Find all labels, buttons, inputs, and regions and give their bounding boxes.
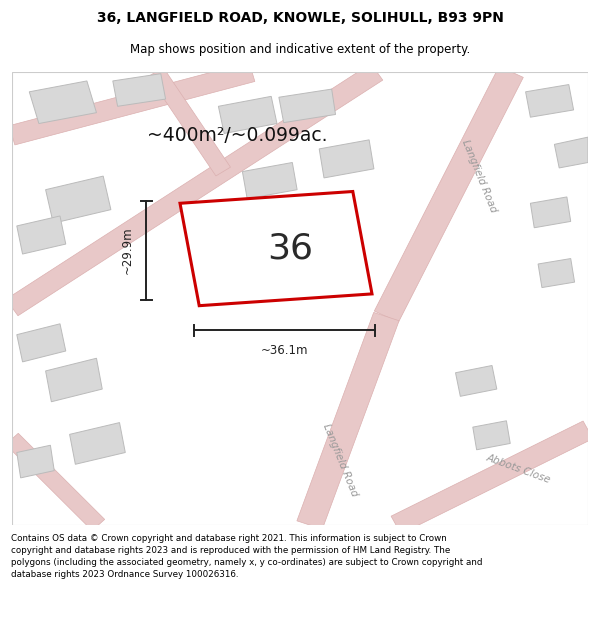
Polygon shape — [9, 62, 255, 145]
Polygon shape — [530, 197, 571, 228]
Text: ~36.1m: ~36.1m — [261, 344, 308, 357]
Polygon shape — [526, 84, 574, 118]
Text: ~29.9m: ~29.9m — [121, 227, 134, 274]
Polygon shape — [17, 324, 66, 362]
Text: 36, LANGFIELD ROAD, KNOWLE, SOLIHULL, B93 9PN: 36, LANGFIELD ROAD, KNOWLE, SOLIHULL, B9… — [97, 11, 503, 26]
Polygon shape — [29, 81, 97, 124]
Polygon shape — [17, 445, 54, 478]
Polygon shape — [6, 64, 383, 316]
Polygon shape — [455, 366, 497, 396]
Polygon shape — [374, 66, 523, 322]
Polygon shape — [473, 421, 510, 450]
Polygon shape — [391, 421, 593, 534]
Polygon shape — [6, 433, 104, 531]
Text: Contains OS data © Crown copyright and database right 2021. This information is : Contains OS data © Crown copyright and d… — [11, 534, 482, 579]
Polygon shape — [46, 176, 111, 223]
Polygon shape — [17, 216, 66, 254]
Text: ~400m²/~0.099ac.: ~400m²/~0.099ac. — [148, 126, 328, 145]
Text: Map shows position and indicative extent of the property.: Map shows position and indicative extent… — [130, 42, 470, 56]
Polygon shape — [70, 422, 125, 464]
Text: Langfield Road: Langfield Road — [460, 138, 499, 214]
Polygon shape — [180, 191, 372, 306]
Polygon shape — [113, 74, 166, 106]
Text: Langfield Road: Langfield Road — [321, 422, 359, 498]
Polygon shape — [297, 312, 399, 529]
Polygon shape — [46, 358, 102, 402]
Polygon shape — [242, 162, 297, 199]
Polygon shape — [218, 96, 277, 134]
Polygon shape — [279, 89, 335, 122]
Polygon shape — [554, 137, 588, 168]
Text: Abbots Close: Abbots Close — [485, 452, 553, 485]
Text: 36: 36 — [268, 232, 313, 266]
Polygon shape — [319, 140, 374, 178]
Polygon shape — [149, 68, 230, 176]
Polygon shape — [538, 259, 575, 288]
